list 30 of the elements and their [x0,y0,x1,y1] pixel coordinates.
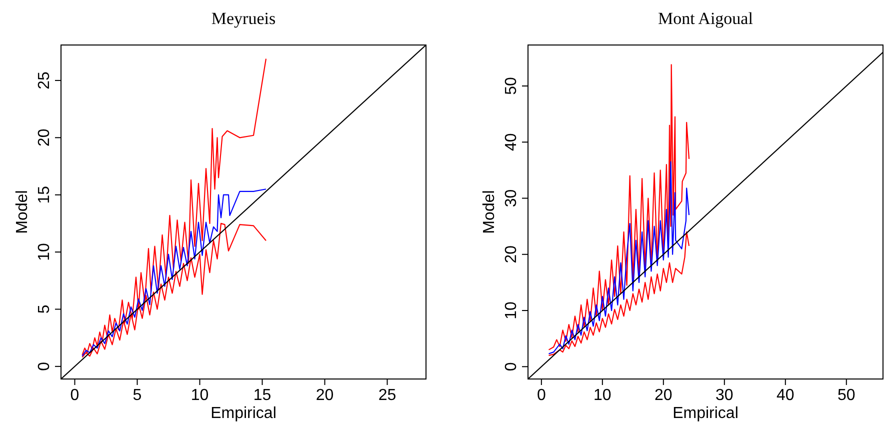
x-axis-title: Empirical [672,405,738,422]
y-tick-label: 20 [36,128,53,147]
x-tick-label: 20 [316,387,334,404]
x-tick-label: 50 [838,387,856,404]
y-tick-label: 0 [36,362,53,371]
y-tick-label: 5 [36,304,53,314]
x-axis-title: Empirical [210,405,276,422]
y-tick-label: 50 [503,76,520,95]
x-tick-label: 40 [776,387,794,404]
x-tick-label: 10 [190,387,209,404]
x-tick-label: 15 [253,387,272,404]
y-tick-label: 30 [503,189,520,208]
x-tick-label: 30 [716,387,734,404]
x-tick-label: 20 [654,387,672,404]
x-tick-label: 0 [70,387,80,404]
y-tick-label: 15 [36,186,53,204]
y-tick-label: 10 [36,243,53,261]
chart-title: Mont Aigoual [658,9,754,28]
x-tick-label: 25 [378,387,396,404]
y-tick-label: 25 [36,71,53,90]
x-tick-label: 0 [536,387,546,404]
y-tick-label: 20 [503,245,520,264]
chart-title: Meyrueis [211,9,276,28]
x-tick-label: 10 [594,387,612,404]
y-tick-label: 10 [503,302,520,320]
x-tick-label: 5 [132,387,142,404]
y-axis-title: Model [14,190,31,234]
y-axis-title: Model [481,190,498,234]
y-tick-label: 40 [503,133,520,152]
y-tick-label: 0 [503,362,520,372]
